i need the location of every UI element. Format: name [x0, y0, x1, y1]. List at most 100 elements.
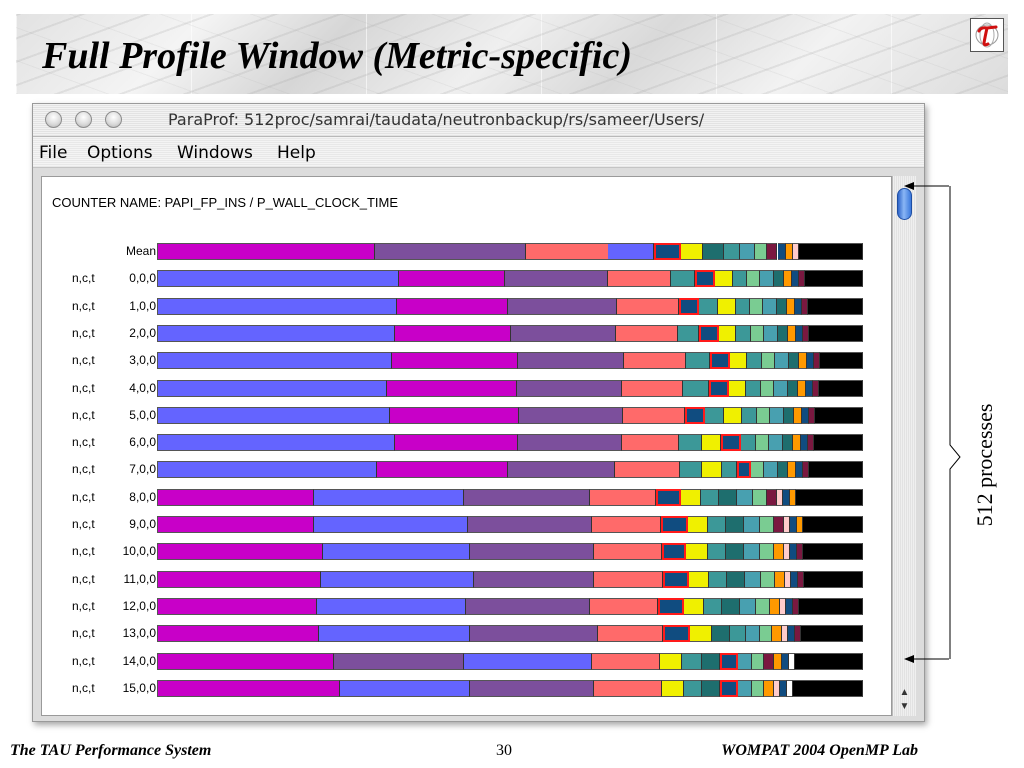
- thread-profile-bar[interactable]: [157, 298, 863, 315]
- function-segment[interactable]: [794, 407, 802, 424]
- function-segment[interactable]: [795, 298, 802, 315]
- function-segment[interactable]: [157, 380, 387, 397]
- thread-profile-bar[interactable]: [157, 598, 863, 615]
- function-segment[interactable]: [708, 543, 726, 560]
- highlighted-function-segment[interactable]: [720, 680, 738, 697]
- function-segment[interactable]: [709, 571, 727, 588]
- thread-profile-bar[interactable]: [157, 543, 863, 560]
- function-segment[interactable]: [594, 543, 662, 560]
- function-segment[interactable]: [392, 352, 518, 369]
- scrollbar-thumb[interactable]: [897, 188, 912, 220]
- function-segment[interactable]: [806, 380, 813, 397]
- function-segment[interactable]: [790, 516, 797, 533]
- function-segment[interactable]: [321, 571, 474, 588]
- function-segment[interactable]: [787, 680, 793, 697]
- function-segment[interactable]: [809, 325, 863, 342]
- thread-profile-bar[interactable]: [157, 461, 863, 478]
- highlighted-function-segment[interactable]: [653, 243, 681, 260]
- function-segment[interactable]: [760, 625, 772, 642]
- function-segment[interactable]: [157, 680, 340, 697]
- function-segment[interactable]: [390, 407, 519, 424]
- function-segment[interactable]: [753, 489, 767, 506]
- function-segment[interactable]: [688, 516, 708, 533]
- function-segment[interactable]: [702, 680, 720, 697]
- highlighted-function-segment[interactable]: [656, 489, 681, 506]
- function-segment[interactable]: [742, 407, 757, 424]
- function-segment[interactable]: [590, 489, 656, 506]
- function-segment[interactable]: [464, 653, 592, 670]
- function-segment[interactable]: [733, 270, 747, 287]
- function-segment[interactable]: [387, 380, 517, 397]
- function-segment[interactable]: [774, 270, 784, 287]
- function-segment[interactable]: [703, 243, 724, 260]
- function-segment[interactable]: [788, 461, 796, 478]
- function-segment[interactable]: [780, 680, 787, 697]
- function-segment[interactable]: [774, 516, 784, 533]
- function-segment[interactable]: [699, 298, 718, 315]
- function-segment[interactable]: [598, 625, 663, 642]
- function-segment[interactable]: [796, 325, 803, 342]
- minimize-window-button[interactable]: [75, 111, 92, 128]
- function-segment[interactable]: [799, 243, 863, 260]
- function-segment[interactable]: [719, 489, 737, 506]
- function-segment[interactable]: [519, 407, 623, 424]
- function-segment[interactable]: [517, 380, 622, 397]
- function-segment[interactable]: [157, 298, 397, 315]
- highlighted-function-segment[interactable]: [679, 298, 699, 315]
- function-segment[interactable]: [681, 489, 701, 506]
- function-segment[interactable]: [814, 352, 820, 369]
- function-segment[interactable]: [809, 407, 815, 424]
- menu-options[interactable]: Options: [87, 143, 153, 163]
- highlighted-function-segment[interactable]: [658, 598, 684, 615]
- function-segment[interactable]: [784, 407, 794, 424]
- function-segment[interactable]: [616, 325, 678, 342]
- function-segment[interactable]: [751, 325, 764, 342]
- function-segment[interactable]: [754, 243, 768, 260]
- function-segment[interactable]: [719, 325, 736, 342]
- function-segment[interactable]: [761, 380, 774, 397]
- function-segment[interactable]: [785, 243, 793, 260]
- function-segment[interactable]: [782, 653, 789, 670]
- function-segment[interactable]: [786, 598, 793, 615]
- function-segment[interactable]: [764, 461, 778, 478]
- function-segment[interactable]: [746, 380, 761, 397]
- function-segment[interactable]: [744, 516, 760, 533]
- function-segment[interactable]: [738, 653, 752, 670]
- function-segment[interactable]: [798, 380, 806, 397]
- menu-windows[interactable]: Windows: [177, 143, 253, 163]
- function-segment[interactable]: [608, 243, 654, 260]
- function-segment[interactable]: [737, 489, 753, 506]
- function-segment[interactable]: [792, 243, 800, 260]
- function-segment[interactable]: [470, 625, 598, 642]
- function-segment[interactable]: [813, 380, 819, 397]
- function-segment[interactable]: [789, 653, 795, 670]
- function-segment[interactable]: [795, 653, 863, 670]
- thread-profile-bar[interactable]: [157, 516, 863, 533]
- function-segment[interactable]: [740, 243, 755, 260]
- function-segment[interactable]: [157, 653, 334, 670]
- function-segment[interactable]: [803, 516, 863, 533]
- function-segment[interactable]: [157, 516, 314, 533]
- function-segment[interactable]: [764, 653, 774, 670]
- function-segment[interactable]: [815, 407, 863, 424]
- function-segment[interactable]: [724, 407, 742, 424]
- zoom-window-button[interactable]: [105, 111, 122, 128]
- function-segment[interactable]: [466, 598, 590, 615]
- thread-profile-bar[interactable]: [157, 380, 863, 397]
- function-segment[interactable]: [157, 543, 323, 560]
- function-segment[interactable]: [775, 571, 785, 588]
- function-segment[interactable]: [690, 625, 712, 642]
- function-segment[interactable]: [814, 434, 863, 451]
- function-segment[interactable]: [511, 325, 616, 342]
- function-segment[interactable]: [762, 352, 775, 369]
- function-segment[interactable]: [738, 680, 752, 697]
- function-segment[interactable]: [807, 352, 814, 369]
- function-segment[interactable]: [744, 543, 760, 560]
- function-segment[interactable]: [741, 434, 756, 451]
- highlighted-function-segment[interactable]: [699, 325, 719, 342]
- function-segment[interactable]: [680, 243, 704, 260]
- thread-profile-bar[interactable]: [157, 325, 863, 342]
- function-segment[interactable]: [736, 298, 750, 315]
- function-segment[interactable]: [760, 543, 774, 560]
- function-segment[interactable]: [793, 434, 801, 451]
